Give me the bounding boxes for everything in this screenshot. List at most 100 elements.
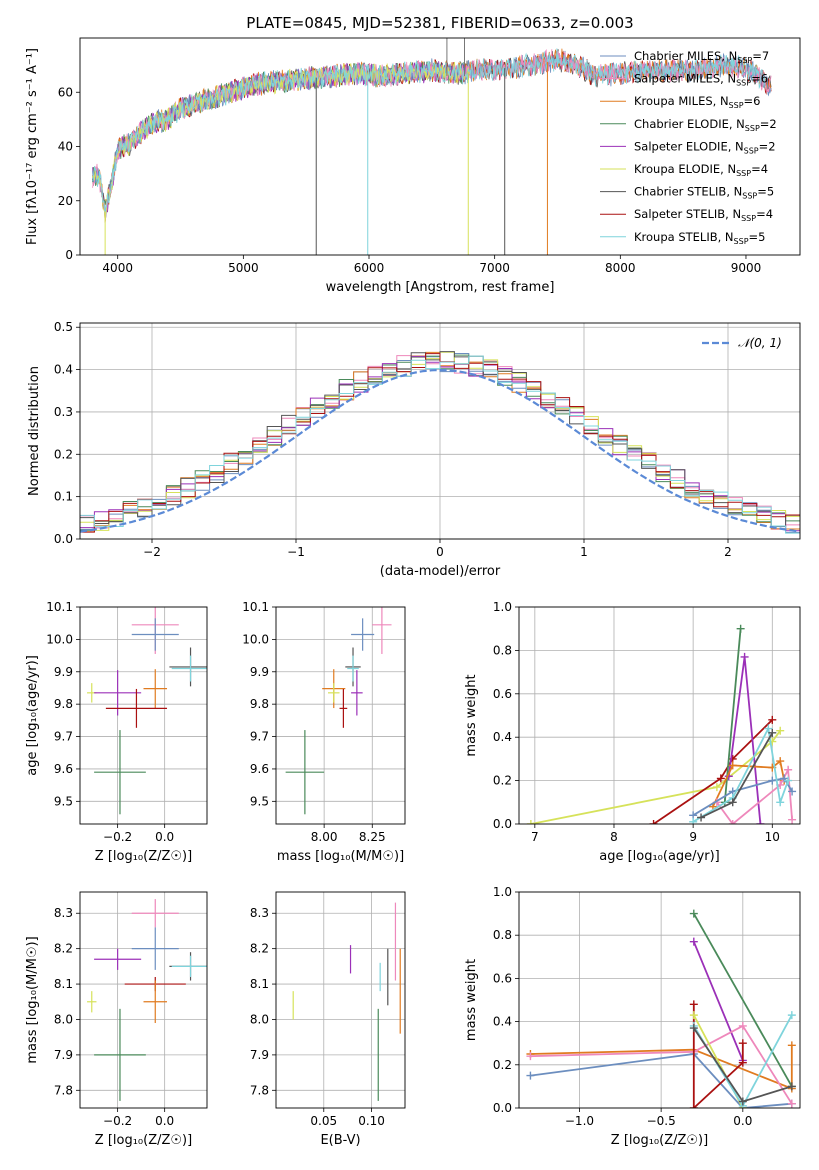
y-tick-label: 7.8 (250, 1083, 269, 1097)
x-tick-label: −2 (143, 545, 161, 559)
x-axis-label: Z [log₁₀(Z/Z☉)] (95, 849, 192, 864)
weight-marker (689, 1011, 698, 1020)
weight-marker (768, 776, 777, 785)
axes-frame (275, 606, 406, 825)
y-tick-label: 10.1 (242, 600, 269, 614)
weight-marker (738, 1058, 747, 1067)
weight-line (693, 913, 793, 1087)
x-tick-label: 0.05 (310, 1114, 337, 1128)
y-axis-label: mass weight (464, 959, 479, 1041)
spectrum-line (92, 61, 470, 223)
weight-marker (728, 761, 737, 770)
legend-value: =4 (756, 207, 773, 221)
x-tick-label: −0.5 (647, 1114, 676, 1128)
weight-marker (787, 1082, 796, 1091)
x-tick-label: 0.0 (155, 1114, 174, 1128)
y-tick-label: 1.0 (493, 885, 512, 899)
y-axis-label: age [log₁₀(age/yr)] (25, 655, 40, 776)
y-tick-label: 8.1 (250, 977, 269, 991)
weight-line (530, 1024, 793, 1105)
legend-label: Chabrier MILES, NSSP=7 (634, 49, 769, 65)
x-tick-label: 4000 (102, 261, 133, 275)
y-tick-label: 0.2 (493, 774, 512, 788)
legend-subscript: SSP (734, 237, 749, 246)
legend-label: Salpeter STELIB, NSSP=4 (634, 207, 773, 223)
legend-label: Chabrier STELIB, NSSP=5 (634, 185, 774, 201)
y-tick-label: 9.5 (54, 794, 73, 808)
y-tick-label: 0.6 (493, 687, 512, 701)
weight-marker (784, 765, 793, 774)
x-tick-label: 6000 (354, 261, 385, 275)
legend-value: =2 (759, 139, 776, 153)
y-tick-label: 0.4 (493, 730, 512, 744)
plot-area-mass_vs_Z (87, 899, 207, 1101)
legend-subscript: SSP (741, 214, 756, 223)
x-tick-label: −1 (287, 545, 305, 559)
weight-marker (756, 820, 765, 824)
weight-line (530, 730, 781, 824)
y-tick-label: 0.0 (493, 1101, 512, 1115)
legend-subscript: SSP (736, 79, 751, 88)
x-tick-label: 9 (689, 830, 697, 844)
x-tick-label: 2 (724, 545, 732, 559)
x-tick-label: 0.10 (358, 1114, 385, 1128)
y-tick-label: 8.3 (54, 906, 73, 920)
axes-frame (79, 37, 801, 256)
legend-label: Kroupa STELIB, NSSP=5 (634, 230, 765, 246)
y-tick-label: 8.1 (54, 977, 73, 991)
x-tick-label: 10 (765, 830, 780, 844)
weight-marker (738, 1021, 747, 1030)
axes-frame (518, 606, 801, 825)
legend-label: Salpeter ELODIE, NSSP=2 (634, 139, 776, 155)
legend-subscript: SSP (745, 124, 760, 133)
y-tick-label: 8.3 (250, 906, 269, 920)
weight-marker (776, 726, 785, 735)
y-tick-label: 0.0 (493, 817, 512, 831)
weight-marker (526, 820, 535, 824)
x-tick-label: 0 (436, 545, 444, 559)
weight-line (692, 1004, 744, 1108)
x-tick-label: 8000 (605, 261, 636, 275)
x-tick-label: 5000 (228, 261, 259, 275)
legend-subscript: SSP (729, 101, 744, 110)
x-tick-label: 1 (580, 545, 588, 559)
y-tick-label: 9.9 (250, 665, 269, 679)
weight-marker (736, 624, 745, 633)
x-axis-label: mass [log₁₀(M/M☉)] (277, 849, 404, 864)
legend-value: =6 (744, 94, 761, 108)
axes-frame (79, 322, 801, 540)
y-axis-label: Normed distribution (27, 366, 42, 496)
weight-marker (712, 783, 721, 792)
x-tick-label: 7 (531, 830, 539, 844)
x-axis-label: E(B-V) (320, 1133, 360, 1148)
y-tick-label: 8.2 (250, 942, 269, 956)
weight-marker (716, 774, 725, 783)
y-tick-label: 8.0 (250, 1012, 269, 1026)
legend-label: 𝒩(0, 1) (738, 336, 782, 350)
y-tick-label: 0.8 (493, 928, 512, 942)
y-tick-label: 0.4 (493, 1015, 512, 1029)
y-tick-label: 9.6 (54, 762, 73, 776)
plot-area-mass_vs_EBV (292, 902, 401, 1101)
y-axis-label: mass [log₁₀(M/M☉)] (25, 936, 40, 1063)
spectrum-line (92, 48, 772, 223)
x-tick-label: 0.0 (733, 1114, 752, 1128)
x-axis-label: wavelength [Angstrom, rest frame] (326, 280, 555, 295)
weight-marker (788, 787, 797, 796)
y-tick-label: 7.9 (250, 1048, 269, 1062)
axes-frame (518, 891, 801, 1109)
weight-marker (740, 652, 749, 661)
weight-marker (728, 820, 737, 824)
weight-marker (776, 798, 785, 807)
y-tick-label: 10.0 (46, 632, 73, 646)
weight-marker (526, 1071, 535, 1080)
weight-marker (526, 1052, 535, 1061)
legend-label: Chabrier ELODIE, NSSP=2 (634, 117, 777, 133)
y-tick-label: 0.2 (54, 447, 73, 461)
weight-marker (768, 715, 777, 724)
y-tick-label: 7.9 (54, 1048, 73, 1062)
y-tick-label: 10.1 (46, 600, 73, 614)
plot-area-spectrum (92, 38, 772, 255)
y-tick-label: 9.7 (250, 730, 269, 744)
plot-area-residuals (80, 351, 800, 534)
